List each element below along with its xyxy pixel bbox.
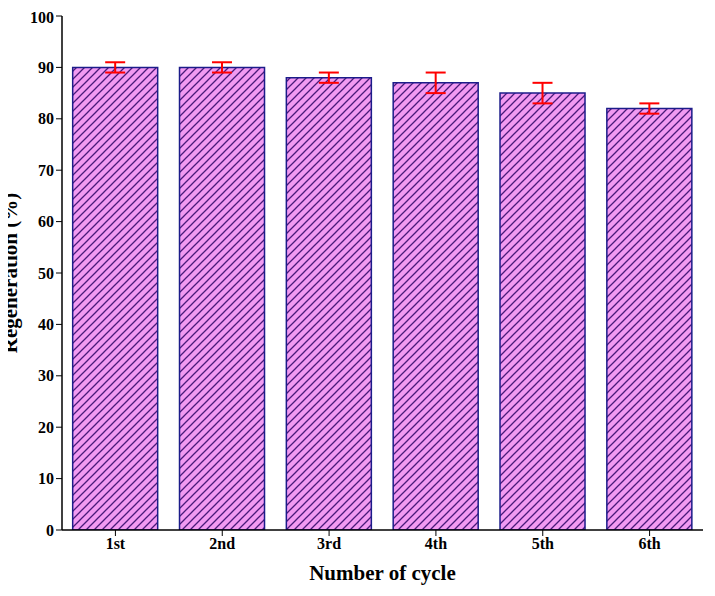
svg-text:100: 100 <box>30 9 54 26</box>
svg-text:80: 80 <box>38 110 54 127</box>
svg-text:2nd: 2nd <box>209 535 235 552</box>
svg-text:3rd: 3rd <box>317 535 341 552</box>
svg-text:50: 50 <box>38 265 54 282</box>
svg-text:5th: 5th <box>532 535 554 552</box>
svg-text:40: 40 <box>38 316 54 333</box>
svg-text:6th: 6th <box>638 535 660 552</box>
svg-text:Number of cycle: Number of cycle <box>309 561 456 585</box>
svg-text:20: 20 <box>38 419 54 436</box>
svg-text:0: 0 <box>46 522 54 539</box>
svg-text:4th: 4th <box>425 535 447 552</box>
svg-text:Regeneration (%): Regeneration (%) <box>8 193 22 353</box>
svg-text:1st: 1st <box>106 535 126 552</box>
svg-text:10: 10 <box>38 470 54 487</box>
svg-text:70: 70 <box>38 162 54 179</box>
svg-text:30: 30 <box>38 367 54 384</box>
svg-text:60: 60 <box>38 213 54 230</box>
svg-text:90: 90 <box>38 59 54 76</box>
